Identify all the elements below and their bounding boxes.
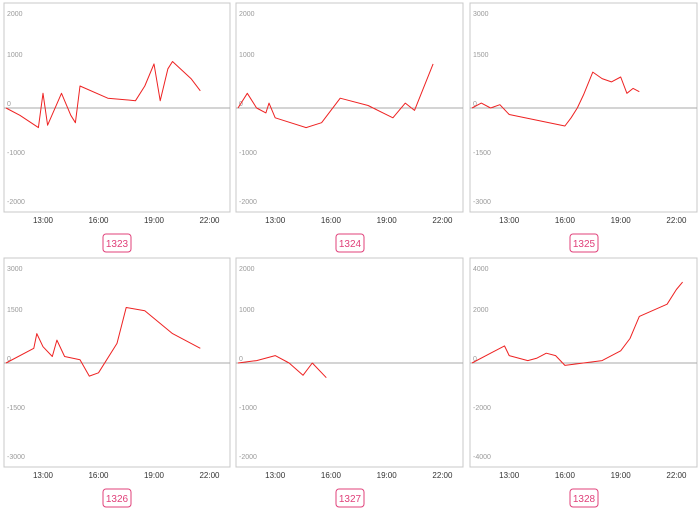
y-tick-label: -2000 [7,199,25,206]
x-tick-label: 19:00 [611,216,632,225]
y-tick-label: 2000 [7,11,23,18]
y-tick-label: 1500 [473,52,489,59]
y-tick-label: -2000 [239,454,257,461]
x-tick-label: 22:00 [666,216,687,225]
y-tick-label: 0 [473,101,477,108]
series-badge-label: 1325 [573,239,596,250]
x-tick-label: 16:00 [555,216,576,225]
series-line [237,355,327,379]
y-tick-label: -3000 [7,454,25,461]
y-tick-label: 1000 [7,52,23,59]
y-tick-label: 1500 [7,307,23,314]
x-tick-label: 22:00 [666,471,687,480]
y-tick-label: -2000 [473,405,491,412]
series-badge-label: 1323 [106,239,129,250]
series-badge-label: 1326 [106,494,129,505]
y-tick-label: -1000 [7,150,25,157]
x-tick-label: 16:00 [321,216,342,225]
x-tick-label: 22:00 [432,216,453,225]
series-badge-label: 1328 [573,494,596,505]
y-tick-label: -1000 [239,150,257,157]
y-tick-label: 0 [7,356,11,363]
x-tick-label: 19:00 [144,471,165,480]
chart-panel-1325: 3000 1500 0 -1500 -3000 13:00 16:00 19:00 22:00 1… [469,2,698,253]
y-tick-label: 1000 [239,307,255,314]
series-badge-label: 1327 [339,494,362,505]
x-tick-label: 19:00 [377,471,398,480]
x-tick-label: 13:00 [499,471,520,480]
series-badge[interactable] [335,488,365,508]
x-tick-label: 19:00 [377,216,398,225]
y-tick-label: 2000 [239,11,255,18]
x-tick-label: 13:00 [33,471,54,480]
series-line [5,61,201,129]
x-tick-label: 13:00 [265,216,286,225]
y-tick-label: -1500 [7,405,25,412]
y-tick-label: 0 [473,356,477,363]
series-line [471,281,683,366]
x-tick-label: 19:00 [611,471,632,480]
x-tick-label: 13:00 [499,216,520,225]
x-tick-label: 16:00 [88,471,109,480]
x-tick-label: 22:00 [432,471,453,480]
x-tick-label: 13:00 [265,471,286,480]
y-tick-label: 0 [239,101,243,108]
y-tick-label: 0 [7,101,11,108]
x-tick-label: 19:00 [144,216,165,225]
y-tick-label: -1500 [473,150,491,157]
y-tick-label: -3000 [473,199,491,206]
y-tick-label: 1000 [239,52,255,59]
series-line [471,71,640,127]
chart-panel-1324: 2000 1000 0 -1000 -2000 13:00 16:00 19:00 22:00 1… [235,2,464,253]
series-badge-label: 1324 [339,239,362,250]
series-badge[interactable] [102,233,132,253]
y-tick-label: -4000 [473,454,491,461]
series-line [5,307,201,377]
series-badge[interactable] [102,488,132,508]
chart-panel-1328: 4000 2000 0 -2000 -4000 13:00 16:00 19:00 22:00 1… [469,257,698,508]
y-tick-label: -1000 [239,405,257,412]
x-tick-label: 16:00 [321,471,342,480]
y-tick-label: 0 [239,356,243,363]
y-tick-label: 3000 [7,266,23,273]
series-badge[interactable] [335,233,365,253]
series-line [237,63,434,129]
y-tick-label: 4000 [473,266,489,273]
chart-panel-1323: 2000 1000 0 -1000 -2000 13:00 16:00 19:00 22:00 1… [3,2,231,253]
x-tick-label: 22:00 [199,216,220,225]
series-badge[interactable] [569,488,599,508]
x-tick-label: 13:00 [33,216,54,225]
y-tick-label: 2000 [473,307,489,314]
chart-panel-1326: 3000 1500 0 -1500 -3000 13:00 16:00 19:00 22:00 1… [3,257,231,508]
x-tick-label: 16:00 [88,216,109,225]
x-tick-label: 16:00 [555,471,576,480]
series-badge[interactable] [569,233,599,253]
y-tick-label: 3000 [473,11,489,18]
y-tick-label: -2000 [239,199,257,206]
chart-panel-1327: 2000 1000 0 -1000 -2000 13:00 16:00 19:00 22:00 1… [235,257,464,508]
y-tick-label: 2000 [239,266,255,273]
x-tick-label: 22:00 [199,471,220,480]
